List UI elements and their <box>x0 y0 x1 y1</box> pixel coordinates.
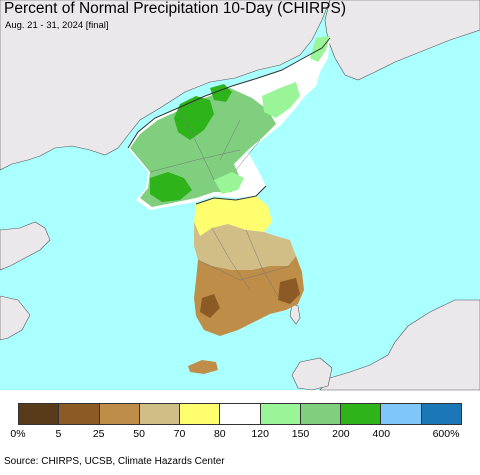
legend-label: 80 <box>213 428 226 440</box>
legend <box>18 403 462 425</box>
land-china-east <box>0 295 31 341</box>
legend-label: 200 <box>332 428 350 440</box>
north-korea-120-150-south <box>214 172 244 194</box>
south-korea-70-80 <box>194 196 272 236</box>
land-japan-tsushima <box>289 303 301 325</box>
south-korea-5-25-southeast <box>278 278 300 304</box>
legend-label: 5 <box>55 428 62 440</box>
legend-swatch <box>59 404 100 424</box>
legend-label: 50 <box>133 428 145 440</box>
legend-label: 0% <box>10 428 26 440</box>
province-lines <box>149 109 291 301</box>
land-shandong <box>0 221 51 271</box>
legend-labels: 0% 5 25 50 70 80 120 150 200 400 600% <box>10 428 462 442</box>
south-korea-5-25-southwest <box>200 294 220 318</box>
legend-label: 25 <box>92 428 105 440</box>
legend-swatch <box>139 404 181 424</box>
nk-china-border <box>127 37 331 149</box>
date-range: Aug. 21 - 31, 2024 [final] <box>5 20 109 31</box>
legend-swatch <box>421 404 461 424</box>
legend-swatch <box>180 404 221 424</box>
north-korea-200-400-core <box>174 96 214 140</box>
legend-swatch <box>300 404 342 424</box>
legend-swatch <box>99 404 140 424</box>
legend-label: 70 <box>173 428 186 440</box>
legend-label: 600% <box>432 428 460 440</box>
legend-swatch <box>19 404 60 424</box>
land-japan-honshu <box>319 299 480 391</box>
south-korea-25-50 <box>194 256 304 336</box>
dmz-border <box>195 185 267 205</box>
legend-swatch <box>341 404 382 424</box>
north-korea-200-400-west <box>150 172 192 202</box>
source-credit: Source: CHIRPS, UCSB, Climate Hazards Ce… <box>4 456 225 467</box>
legend-swatch <box>260 404 301 424</box>
legend-label: 120 <box>251 428 269 440</box>
jeju-island <box>188 360 218 374</box>
legend-label: 150 <box>291 428 310 440</box>
north-korea-120-150 <box>262 82 300 118</box>
legend-label: 400 <box>372 428 391 440</box>
land-japan-kyushu <box>291 357 333 391</box>
legend-swatch <box>381 404 422 424</box>
land-china-north <box>0 0 331 171</box>
legend-color-bar <box>18 403 462 425</box>
legend-swatch <box>220 404 261 424</box>
south-korea-50-70 <box>194 222 296 270</box>
map-title: Percent of Normal Precipitation 10-Day (… <box>4 0 346 17</box>
